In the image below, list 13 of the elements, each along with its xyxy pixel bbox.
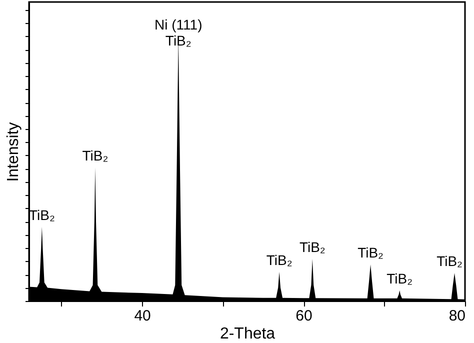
annotation: TiB₂ bbox=[299, 238, 326, 255]
annotation: TiB₂ bbox=[28, 206, 55, 223]
annotation: Ni (111) TiB₂ bbox=[154, 16, 202, 48]
x-tick-label: 60 bbox=[296, 308, 312, 324]
x-tick-label: 40 bbox=[134, 308, 151, 324]
y-axis-title: Intensity bbox=[5, 122, 22, 182]
annotation: TiB₂ bbox=[358, 244, 384, 260]
annotation: TiB₂ bbox=[266, 252, 292, 268]
annotation: TiB₂ bbox=[386, 270, 413, 286]
annotation: TiB₂ bbox=[82, 147, 108, 164]
x-axis-title: 2-Theta bbox=[220, 326, 276, 342]
x-tick-label: 80 bbox=[448, 308, 466, 324]
annotation: TiB₂ bbox=[436, 252, 463, 269]
